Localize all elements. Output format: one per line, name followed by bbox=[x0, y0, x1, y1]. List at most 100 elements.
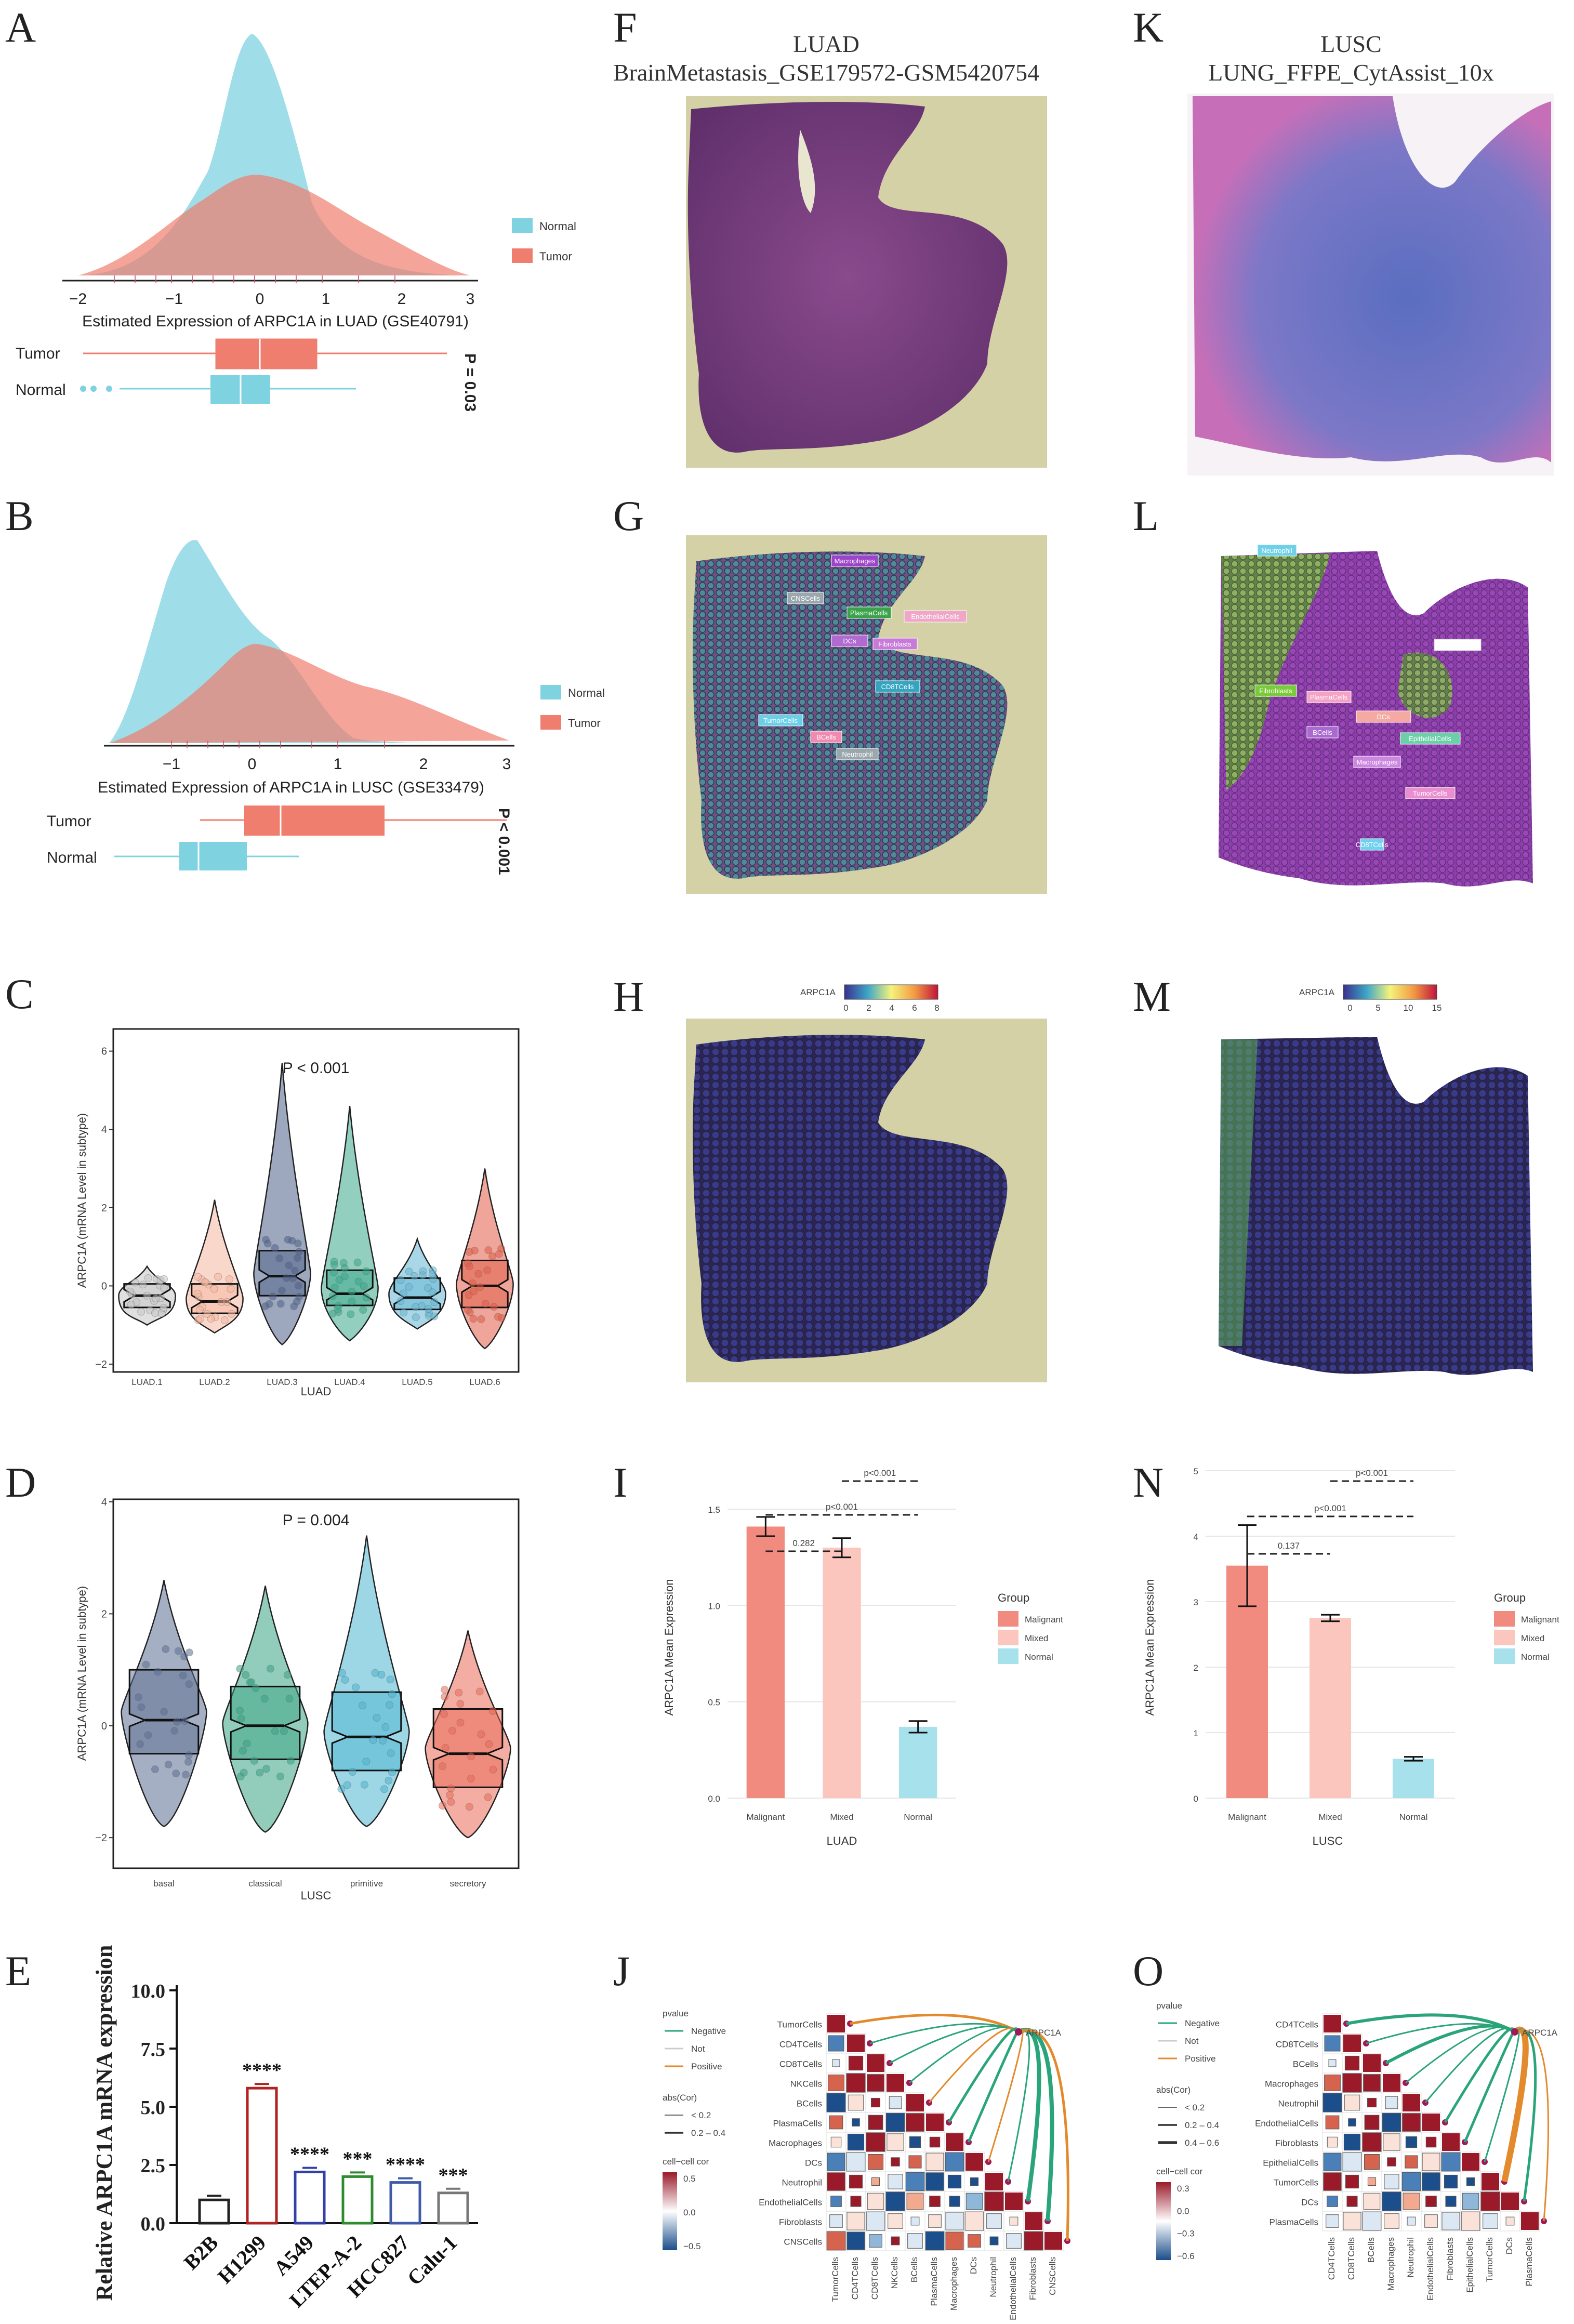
correlation-square bbox=[829, 2115, 843, 2130]
matrix-cell bbox=[924, 2191, 945, 2212]
col-label: Fibroblasts bbox=[1028, 2257, 1038, 2300]
tag: Neutrophil bbox=[842, 750, 872, 758]
y-tick-label: 4 bbox=[101, 1124, 107, 1135]
col-label: Neutrophil bbox=[988, 2257, 998, 2297]
correlation-square bbox=[1402, 2113, 1421, 2132]
correlation-square bbox=[1327, 2136, 1338, 2148]
correlation-square bbox=[1363, 2193, 1381, 2210]
data-point bbox=[438, 1802, 446, 1810]
data-point bbox=[484, 1246, 493, 1255]
correlation-square bbox=[870, 2097, 881, 2108]
col-label: TumorCells bbox=[830, 2257, 840, 2302]
data-point bbox=[477, 1315, 485, 1323]
y-tick-label: 2.5 bbox=[141, 2155, 166, 2177]
y-axis-label-E: Relative ARPC1A mRNA expression bbox=[91, 1945, 117, 2301]
x-tick-label: Normal bbox=[904, 1812, 932, 1822]
x-tick-label: classical bbox=[248, 1879, 282, 1889]
correlation-square bbox=[889, 2096, 902, 2109]
row-label: Fibroblasts bbox=[1275, 2138, 1318, 2148]
correlation-square bbox=[964, 2211, 984, 2231]
legend-item: Normal bbox=[1521, 1652, 1550, 1662]
data-point bbox=[330, 1284, 339, 1292]
correlation-square bbox=[1384, 2213, 1399, 2229]
correlation-square bbox=[827, 2015, 845, 2032]
data-point bbox=[174, 1647, 182, 1655]
tag: Fibroblasts bbox=[1259, 687, 1292, 695]
correlation-square bbox=[1422, 2153, 1440, 2171]
correlation-square bbox=[968, 2234, 981, 2248]
colorbar-tick: 0.0 bbox=[683, 2208, 696, 2217]
tick: 3 bbox=[466, 290, 475, 308]
legend-item: 0.2 – 0.4 bbox=[1185, 2120, 1219, 2130]
correlation-square bbox=[1480, 2191, 1500, 2211]
x-tick-label: LUAD.1 bbox=[131, 1377, 163, 1387]
correlation-square bbox=[1501, 2193, 1519, 2210]
bars-N: Malignant Mixed Normal bbox=[1226, 1524, 1434, 1822]
correlation-square bbox=[848, 2055, 864, 2071]
correlation-square bbox=[1364, 2154, 1380, 2170]
legend-title-N: Group bbox=[1494, 1591, 1526, 1604]
data-point bbox=[154, 1668, 162, 1676]
data-point bbox=[339, 1259, 348, 1267]
violins-C: LUAD.1 LUAD.2 LUAD.3 LUAD.4 LUAD.5 LUAD.6 bbox=[118, 1063, 514, 1387]
legend-tumor: Tumor bbox=[568, 717, 601, 730]
tick: 2 bbox=[419, 756, 428, 773]
correlation-square bbox=[965, 2193, 983, 2210]
data-point bbox=[485, 1740, 493, 1748]
correlation-square bbox=[852, 2118, 860, 2127]
correlation-matrix-J: TumorCells TumorCells CD4TCells CD4TCells CD… bbox=[759, 2013, 1070, 2320]
data-point bbox=[271, 1727, 279, 1735]
data-point bbox=[489, 1765, 497, 1774]
data-point bbox=[330, 1258, 338, 1266]
x-tick-label: Calu-1 bbox=[403, 2231, 462, 2290]
correlation-square bbox=[829, 2214, 843, 2228]
row-label: NKCells bbox=[790, 2079, 822, 2089]
col-label: BCells bbox=[1366, 2237, 1376, 2263]
data-point bbox=[181, 1771, 190, 1779]
data-point bbox=[282, 1274, 290, 1282]
legend-title: pvalue bbox=[663, 2009, 689, 2018]
tag: CD4TCells bbox=[1441, 641, 1474, 649]
correlation-square bbox=[1425, 2196, 1437, 2207]
data-point bbox=[269, 1292, 277, 1301]
title-F-line1: LUAD bbox=[793, 31, 859, 57]
box-LUAD.3 bbox=[258, 1250, 306, 1297]
data-point bbox=[328, 1292, 337, 1300]
data-point bbox=[465, 1262, 473, 1271]
row-label: BCells bbox=[797, 2099, 822, 2109]
data-point bbox=[329, 1269, 338, 1277]
correlation-square bbox=[1466, 2177, 1475, 2186]
panel-label-N: N bbox=[1133, 1459, 1163, 1506]
correlation-square bbox=[928, 2214, 942, 2228]
correlation-square bbox=[1383, 2074, 1400, 2092]
correlation-square bbox=[867, 2154, 884, 2170]
x-tick-label: primitive bbox=[350, 1879, 383, 1889]
correlation-square bbox=[929, 2196, 941, 2207]
data-point bbox=[386, 1675, 394, 1684]
correlation-square bbox=[1362, 2211, 1382, 2231]
col-label: Neutrophil bbox=[1406, 2237, 1416, 2278]
y-tick-label: 0 bbox=[101, 1721, 107, 1732]
legend-tumor: Tumor bbox=[539, 250, 572, 263]
row-label: EpithelialCells bbox=[1263, 2158, 1318, 2168]
data-point bbox=[343, 1781, 351, 1789]
panel-G: G Macrophages CNSCells PlasmaCells Endot… bbox=[613, 492, 1047, 894]
correlation-square bbox=[850, 2196, 862, 2207]
data-point bbox=[126, 1287, 134, 1296]
tag: Fibroblasts bbox=[878, 640, 911, 648]
box-label-tumor-A: Tumor bbox=[16, 345, 60, 362]
panel-F: F LUAD BrainMetastasis_GSE179572-GSM5420… bbox=[613, 4, 1047, 468]
data-point bbox=[388, 1768, 396, 1776]
tag: PlasmaCells bbox=[850, 609, 888, 617]
legend-title-I: Group bbox=[998, 1591, 1029, 1604]
y-ticks-D: −2 0 2 4 bbox=[95, 1497, 113, 1844]
correlation-square bbox=[1322, 2093, 1342, 2112]
tag: Macrophages bbox=[1357, 758, 1398, 766]
data-point bbox=[143, 1291, 151, 1300]
data-point bbox=[243, 1739, 251, 1748]
data-point bbox=[488, 1252, 497, 1260]
correlation-square bbox=[846, 2212, 865, 2230]
data-point bbox=[399, 1289, 407, 1298]
data-point bbox=[341, 1675, 349, 1684]
bar-Malignant bbox=[746, 1526, 785, 1798]
